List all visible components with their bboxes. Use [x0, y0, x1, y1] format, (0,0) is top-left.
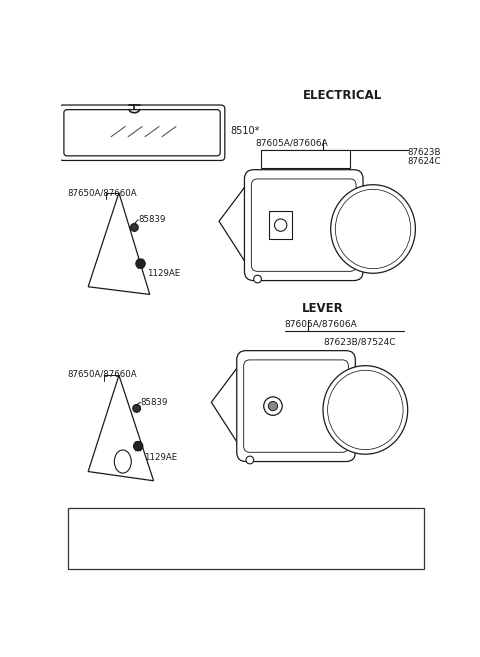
Text: 1129AE: 1129AE: [147, 269, 180, 278]
Polygon shape: [88, 193, 150, 294]
Text: 87650A/87660A: 87650A/87660A: [67, 189, 137, 197]
Polygon shape: [211, 356, 246, 456]
Text: ELECTRICAL: ELECTRICAL: [302, 89, 382, 102]
FancyBboxPatch shape: [64, 110, 220, 156]
Text: to match the body colour.: to match the body colour.: [75, 527, 191, 536]
Ellipse shape: [328, 371, 403, 449]
FancyBboxPatch shape: [237, 351, 355, 461]
Text: NOTE : The following part is supplied in a raw state and should be pointed: NOTE : The following part is supplied in…: [75, 515, 411, 524]
FancyBboxPatch shape: [68, 508, 424, 570]
Bar: [269, 212, 292, 239]
Text: 87650A/87660A: 87650A/87660A: [67, 369, 137, 378]
Polygon shape: [219, 175, 254, 275]
Circle shape: [136, 259, 145, 268]
Ellipse shape: [336, 189, 411, 269]
Text: 85839: 85839: [141, 397, 168, 407]
FancyBboxPatch shape: [59, 105, 225, 160]
Bar: [262, 150, 350, 168]
Circle shape: [133, 442, 143, 451]
Ellipse shape: [331, 185, 415, 273]
FancyBboxPatch shape: [244, 170, 363, 281]
Circle shape: [133, 405, 141, 412]
Text: 87624C: 87624C: [408, 157, 441, 166]
Ellipse shape: [323, 366, 408, 454]
Text: 1129AE: 1129AE: [144, 453, 178, 462]
Circle shape: [246, 456, 254, 464]
Ellipse shape: [114, 450, 131, 473]
FancyBboxPatch shape: [252, 179, 356, 271]
Text: LEVER: LEVER: [302, 302, 344, 315]
FancyBboxPatch shape: [244, 360, 348, 452]
Text: * MIRROR ASSY-O/S (PNC : 87605A/87606A): * MIRROR ASSY-O/S (PNC : 87605A/87606A): [75, 539, 271, 549]
Polygon shape: [88, 375, 154, 481]
Text: 87623B/87524C: 87623B/87524C: [323, 338, 396, 347]
Text: 87617/87618: 87617/87618: [265, 154, 323, 164]
Circle shape: [268, 401, 277, 411]
Circle shape: [254, 275, 262, 283]
Text: 87623B: 87623B: [408, 148, 441, 157]
Text: 87605A/87606A: 87605A/87606A: [285, 319, 357, 328]
Text: 85839: 85839: [138, 215, 166, 224]
Text: 87605A/87606A: 87605A/87606A: [256, 138, 329, 147]
Circle shape: [264, 397, 282, 415]
Circle shape: [275, 219, 287, 231]
Circle shape: [131, 223, 138, 231]
Text: 8510*: 8510*: [230, 126, 260, 136]
